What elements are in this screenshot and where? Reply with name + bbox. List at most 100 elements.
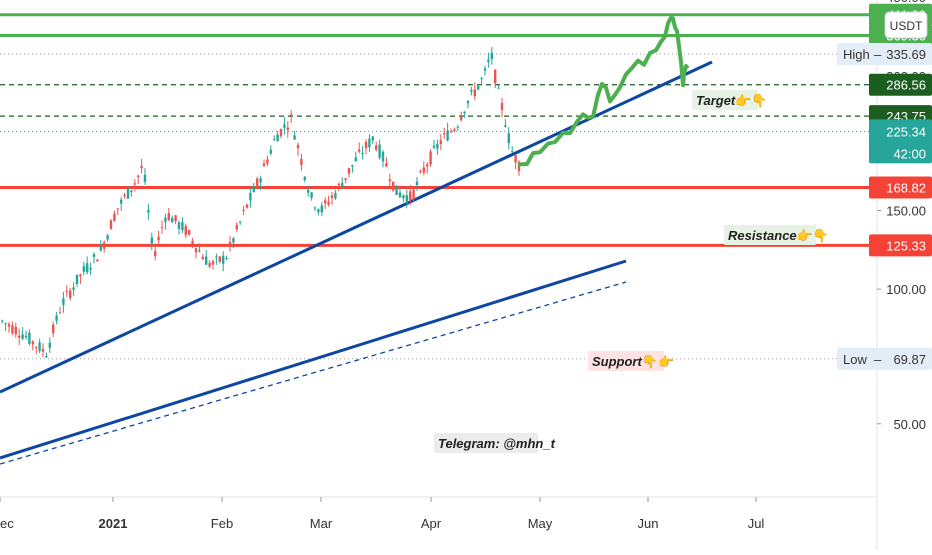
candle[interactable] — [205, 250, 208, 265]
candle[interactable] — [310, 191, 313, 201]
candle[interactable] — [11, 321, 14, 335]
candle[interactable] — [86, 256, 89, 275]
candle[interactable] — [48, 337, 51, 353]
candle[interactable] — [52, 321, 55, 338]
candle[interactable] — [381, 150, 385, 168]
candle[interactable] — [392, 181, 395, 192]
candle[interactable] — [432, 139, 436, 150]
candle[interactable] — [490, 47, 493, 65]
candle[interactable] — [167, 208, 170, 222]
candle[interactable] — [75, 274, 79, 287]
candle[interactable] — [14, 322, 17, 338]
candle[interactable] — [126, 187, 130, 200]
candle[interactable] — [171, 215, 174, 223]
price-label-support-2[interactable]: 125.33 — [869, 234, 932, 257]
candle[interactable] — [191, 237, 194, 249]
candle[interactable] — [256, 176, 259, 188]
candle[interactable] — [283, 117, 286, 135]
candle[interactable] — [235, 222, 238, 233]
candle[interactable] — [177, 220, 181, 235]
candle[interactable] — [218, 255, 221, 264]
candle[interactable] — [480, 76, 483, 85]
candle[interactable] — [201, 253, 204, 260]
candle[interactable] — [106, 233, 109, 242]
candle[interactable] — [137, 174, 140, 185]
candle[interactable] — [415, 177, 419, 192]
candle[interactable] — [103, 240, 106, 253]
candle[interactable] — [375, 141, 378, 152]
candle[interactable] — [320, 201, 323, 217]
candle[interactable] — [147, 203, 150, 220]
candle[interactable] — [351, 164, 354, 173]
candle[interactable] — [337, 182, 340, 191]
candle[interactable] — [249, 187, 252, 208]
candle[interactable] — [45, 352, 48, 359]
candle[interactable] — [21, 327, 24, 341]
candle[interactable] — [470, 86, 473, 96]
candle[interactable] — [228, 236, 232, 252]
candle[interactable] — [395, 185, 398, 196]
candle[interactable] — [436, 139, 439, 156]
candle[interactable] — [38, 338, 41, 353]
candle[interactable] — [303, 175, 306, 183]
projection-path[interactable] — [517, 15, 690, 167]
channel-dashed-trendline[interactable] — [0, 281, 627, 465]
candle[interactable] — [330, 191, 334, 205]
candle[interactable] — [259, 175, 262, 191]
candle[interactable] — [286, 121, 289, 138]
candle[interactable] — [120, 197, 123, 211]
candle[interactable] — [4, 322, 7, 332]
candle[interactable] — [276, 131, 279, 142]
candle[interactable] — [347, 167, 351, 178]
candle[interactable] — [453, 127, 456, 133]
candle[interactable] — [55, 311, 58, 325]
candle[interactable] — [494, 69, 497, 89]
candle[interactable] — [198, 243, 201, 253]
candle[interactable] — [443, 127, 446, 139]
candle[interactable] — [1, 319, 4, 324]
candle[interactable] — [222, 251, 225, 272]
candle[interactable] — [239, 220, 242, 225]
candle[interactable] — [41, 343, 45, 357]
channel-lower-trendline[interactable] — [0, 259, 627, 460]
candle[interactable] — [116, 208, 119, 216]
candle[interactable] — [232, 237, 235, 248]
low-price-label[interactable]: Low –69.87 — [837, 347, 932, 370]
candle[interactable] — [422, 161, 425, 176]
candle[interactable] — [208, 260, 211, 269]
candle[interactable] — [69, 288, 72, 301]
candle[interactable] — [130, 190, 133, 197]
candle[interactable] — [419, 169, 422, 174]
high-price-label[interactable]: High –335.69 — [837, 43, 932, 66]
candle[interactable] — [18, 328, 21, 346]
candle[interactable] — [514, 153, 517, 170]
candle[interactable] — [133, 179, 136, 192]
candle[interactable] — [368, 134, 371, 152]
candle[interactable] — [317, 208, 320, 216]
candle[interactable] — [72, 282, 75, 296]
candle[interactable] — [150, 232, 153, 251]
candle[interactable] — [344, 178, 347, 184]
candle[interactable] — [273, 135, 276, 141]
candle[interactable] — [143, 168, 147, 185]
candle[interactable] — [252, 182, 255, 193]
candle[interactable] — [507, 127, 510, 150]
candle[interactable] — [266, 155, 269, 167]
candle[interactable] — [113, 210, 116, 222]
support-annotation[interactable]: Support👇👉 — [588, 351, 674, 371]
candle[interactable] — [324, 197, 327, 210]
candle[interactable] — [225, 255, 228, 261]
candle[interactable] — [154, 243, 157, 261]
candle[interactable] — [439, 134, 442, 150]
candle[interactable] — [361, 145, 364, 160]
candle[interactable] — [242, 205, 245, 216]
candle[interactable] — [463, 111, 466, 118]
candle[interactable] — [7, 321, 11, 333]
candle[interactable] — [385, 156, 388, 168]
price-label-resistance-1[interactable]: 286.56 — [869, 73, 932, 96]
candle[interactable] — [96, 258, 99, 262]
candle[interactable] — [31, 340, 34, 351]
candle[interactable] — [35, 346, 38, 355]
